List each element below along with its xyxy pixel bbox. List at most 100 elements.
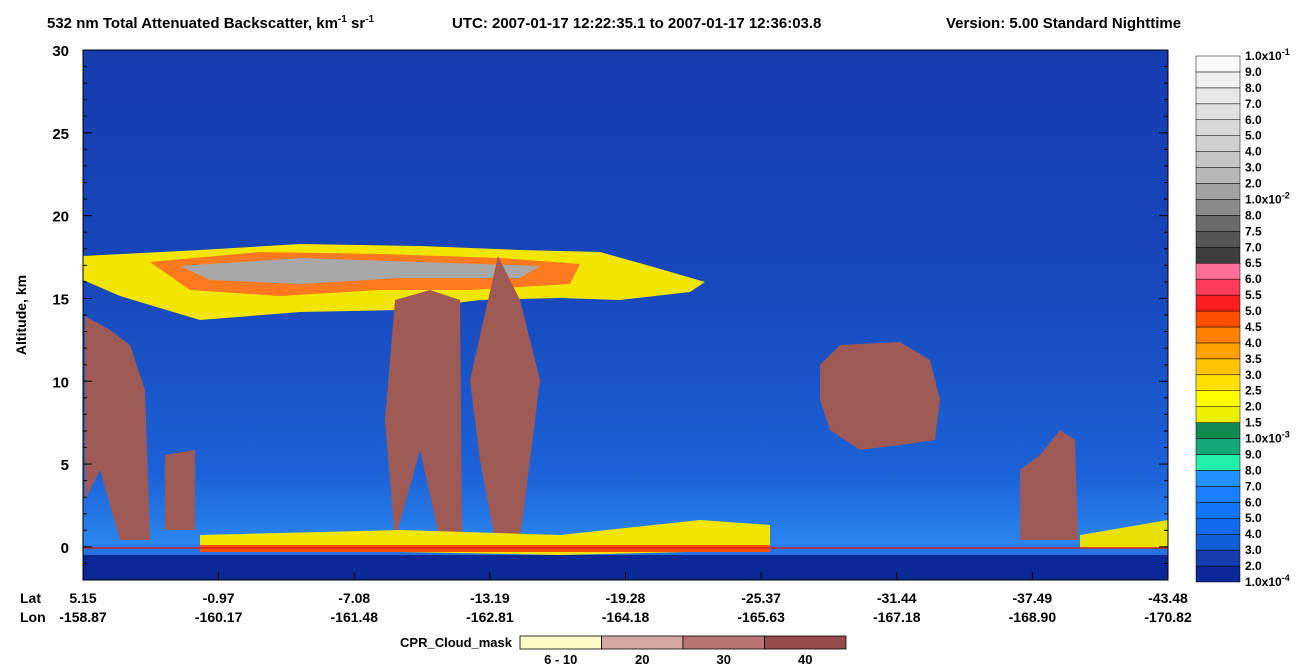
lat-tick-label: 5.15 <box>69 590 96 606</box>
lat-tick-label: -25.37 <box>741 590 781 606</box>
curtain-background <box>83 50 1168 580</box>
cloud <box>470 256 540 540</box>
colorbar-label-exponent: -2 <box>1282 190 1290 200</box>
lat-tick-label: -0.97 <box>203 590 235 606</box>
colorbar-box <box>1195 247 1241 264</box>
colorbar-box <box>1195 406 1241 423</box>
colorbar-box <box>1195 486 1241 503</box>
colorbar-box <box>1195 342 1241 360</box>
colorbar-label: 7.0 <box>1245 97 1262 111</box>
colorbar-label: 9.0 <box>1245 447 1262 461</box>
colorbar-label: 1.0x10-2 <box>1245 190 1290 206</box>
cloud <box>1020 430 1078 540</box>
colorbar-box <box>1195 167 1241 184</box>
colorbar-box <box>1195 326 1241 344</box>
title-part: sr <box>347 15 366 32</box>
cpr-legend-label: 6 - 10 <box>544 652 577 667</box>
colorbar-label: 8.0 <box>1245 81 1262 95</box>
lat-tick-label: -37.49 <box>1013 590 1053 606</box>
cpr-legend-label: 30 <box>717 652 731 667</box>
cpr-legend-box <box>519 635 602 650</box>
title: 532 nm Total Attenuated Backscatter, km-… <box>47 14 1181 32</box>
colorbar-label: 3.0 <box>1245 543 1262 557</box>
colorbar-box <box>1195 438 1241 455</box>
colorbar-box <box>1195 454 1241 471</box>
colorbar-box <box>1195 374 1241 391</box>
y-axis-label: Altitude, km <box>13 275 29 355</box>
colorbar-box <box>1195 262 1241 280</box>
y-tick-label: 10 <box>52 374 69 391</box>
y-tick-label: 0 <box>61 540 69 557</box>
title-superscript: -1 <box>365 14 374 25</box>
colorbar-box <box>1195 183 1241 200</box>
cloud <box>165 450 195 530</box>
colorbar-box <box>1195 151 1241 168</box>
y-tick-label: 20 <box>52 209 69 226</box>
colorbar-box <box>1195 215 1241 232</box>
utc: UTC: 2007-01-17 12:22:35.1 to 2007-01-17… <box>452 15 821 32</box>
colorbar-box <box>1195 358 1241 376</box>
lat-tick-label: -7.08 <box>338 590 370 606</box>
colorbar-label: 5.0 <box>1245 304 1262 318</box>
colorbar-label: 7.0 <box>1245 240 1262 254</box>
lon-tick-label: -160.17 <box>195 609 243 625</box>
cloud <box>820 342 940 450</box>
title-superscript: -1 <box>338 14 347 25</box>
cpr-legend-title: CPR_Cloud_mask <box>400 635 513 650</box>
y-tick-label: 15 <box>52 291 69 308</box>
colorbar-label-exponent: -1 <box>1282 47 1290 57</box>
colorbar-label-exponent: -4 <box>1282 573 1290 583</box>
colorbar-label: 5.5 <box>1245 288 1262 302</box>
colorbar-label-base: 1.0x10 <box>1245 575 1282 589</box>
cloud <box>85 316 150 540</box>
colorbar-box <box>1195 294 1241 312</box>
lon-tick-label: -158.87 <box>59 609 107 625</box>
lon-tick-label: -167.18 <box>873 609 921 625</box>
colorbar-box <box>1195 55 1241 73</box>
colorbar-box <box>1195 87 1241 105</box>
colorbar-label: 6.5 <box>1245 256 1262 270</box>
colorbar-box <box>1195 135 1241 152</box>
colorbar-label: 4.0 <box>1245 145 1262 159</box>
colorbar-label: 1.0x10-3 <box>1245 430 1290 446</box>
lat-tick-label: -31.44 <box>877 590 917 606</box>
lon-label: Lon <box>20 609 46 625</box>
y-tick-label: 5 <box>61 457 69 474</box>
lon-tick-label: -168.90 <box>1009 609 1057 625</box>
cpr-legend-box <box>764 635 847 650</box>
lat-label: Lat <box>20 590 41 606</box>
colorbar-box <box>1195 422 1241 439</box>
title-text: 532 nm Total Attenuated Backscatter, km-… <box>47 14 375 32</box>
colorbar-box <box>1195 549 1241 567</box>
colorbar-label: 1.5 <box>1245 416 1262 430</box>
colorbar-label: 3.0 <box>1245 161 1262 175</box>
lat-tick-label: -19.28 <box>606 590 646 606</box>
colorbar-label: 9.0 <box>1245 65 1262 79</box>
colorbar-box <box>1195 533 1241 551</box>
curtain <box>82 49 1169 581</box>
title-part: 532 nm Total Attenuated Backscatter, km <box>47 15 338 32</box>
colorbar-label: 2.0 <box>1245 559 1262 573</box>
colorbar-label: 6.0 <box>1245 113 1262 127</box>
colorbar-label: 3.5 <box>1245 352 1262 366</box>
colorbar-label: 4.5 <box>1245 320 1262 334</box>
cloud <box>385 290 462 540</box>
y-tick-label: 30 <box>52 43 69 60</box>
y-tick-label: 25 <box>52 126 69 143</box>
colorbar-box <box>1195 278 1241 296</box>
colorbar-box <box>1195 199 1241 216</box>
colorbar-box <box>1195 103 1241 121</box>
colorbar-box <box>1195 231 1241 248</box>
colorbar-box <box>1195 71 1241 89</box>
colorbar-box <box>1195 119 1241 136</box>
lon-tick-label: -165.63 <box>737 609 785 625</box>
cpr-legend-label: 20 <box>635 652 649 667</box>
colorbar-box <box>1195 502 1241 519</box>
colorbar-label-base: 1.0x10 <box>1245 192 1282 206</box>
colorbar-label: 7.5 <box>1245 224 1262 238</box>
colorbar-label: 6.0 <box>1245 495 1262 509</box>
lon-tick-label: -162.81 <box>466 609 514 625</box>
colorbar-label-base: 1.0x10 <box>1245 49 1282 63</box>
colorbar-label: 5.0 <box>1245 511 1262 525</box>
